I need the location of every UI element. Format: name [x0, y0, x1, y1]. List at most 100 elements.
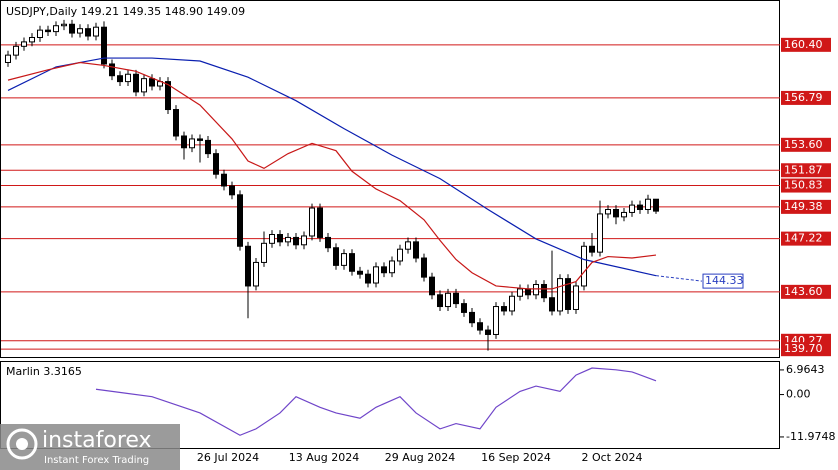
- indicator-line: [95, 367, 657, 436]
- indicator-tick-label: 6.9643: [786, 363, 825, 376]
- candle-body: [237, 194, 243, 247]
- candle-body: [645, 198, 651, 211]
- candle-body: [525, 288, 531, 296]
- candle-body: [309, 207, 315, 237]
- candle-body: [605, 209, 611, 215]
- logo-icon: [6, 428, 38, 460]
- candle-body: [437, 294, 443, 308]
- forecast-line: [655, 275, 703, 282]
- candle-body: [69, 23, 75, 34]
- candle-body: [221, 173, 227, 187]
- candle-body: [421, 257, 427, 278]
- indicator-tick-label: 0.00: [786, 388, 811, 401]
- level-label-bg: [781, 90, 831, 105]
- candle-body: [509, 295, 515, 312]
- x-tick-label: 16 Sep 2024: [481, 451, 551, 464]
- brand-name: instaforex: [42, 428, 152, 453]
- brand-logo: instaforex Instant Forex Trading: [0, 424, 180, 470]
- level-label: 153.60: [784, 138, 823, 151]
- forecast-label-bg: [702, 273, 744, 289]
- candle-body: [357, 270, 363, 275]
- candle-body: [229, 185, 235, 196]
- candle-body: [301, 235, 307, 246]
- candle-body: [413, 241, 419, 259]
- candle-body: [549, 297, 555, 312]
- x-tick-label: 26 Jul 2024: [197, 451, 259, 464]
- level-label: 139.70: [784, 342, 823, 355]
- candle-body: [469, 311, 475, 324]
- candle-body: [85, 28, 91, 37]
- candle-body: [373, 266, 379, 284]
- candle-body: [189, 138, 195, 149]
- moving-average: [7, 57, 657, 277]
- level-label-bg: [781, 231, 831, 246]
- candle-body: [389, 260, 395, 274]
- forecast-label: 144.33: [705, 274, 744, 287]
- candle-body: [53, 25, 59, 33]
- level-label-bg: [781, 199, 831, 214]
- brand-tagline: Instant Forex Trading: [44, 455, 149, 466]
- candle-body: [637, 204, 643, 211]
- candle-body: [405, 241, 411, 250]
- level-label-bg: [781, 163, 831, 178]
- x-tick-label: 29 Aug 2024: [385, 451, 455, 464]
- level-label: 160.40: [784, 38, 823, 51]
- candle-body: [453, 292, 459, 305]
- level-label: 156.79: [784, 91, 823, 104]
- indicator-tick-label: -11.9748: [786, 430, 835, 443]
- candle-body: [461, 303, 467, 313]
- indicator-title: Marlin 3.3165: [6, 365, 82, 378]
- candle-body: [565, 278, 571, 310]
- candle-body: [93, 26, 99, 37]
- logo-icon-core: [16, 438, 28, 450]
- candle-body: [501, 306, 507, 312]
- candle-body: [181, 135, 187, 149]
- candle-body: [197, 138, 203, 141]
- level-label-bg: [781, 178, 831, 193]
- candle-body: [653, 198, 659, 212]
- level-label: 150.83: [784, 179, 823, 192]
- candle-body: [349, 253, 355, 272]
- candle-body: [589, 245, 595, 253]
- candle-body: [517, 288, 523, 297]
- candle-body: [333, 247, 339, 266]
- level-label: 151.87: [784, 163, 823, 176]
- candle-body: [173, 109, 179, 137]
- level-label: 147.22: [784, 232, 823, 245]
- candle-body: [445, 292, 451, 308]
- candle-body: [613, 209, 619, 218]
- candle-body: [429, 276, 435, 296]
- candle-body: [141, 78, 147, 93]
- candle-body: [397, 248, 403, 262]
- level-label-bg: [781, 37, 831, 52]
- x-tick-label: 2 Oct 2024: [581, 451, 642, 464]
- candle-body: [325, 236, 331, 249]
- candle-body: [621, 211, 627, 218]
- candle-body: [477, 322, 483, 331]
- candle-body: [285, 236, 291, 243]
- candle-body: [253, 261, 259, 287]
- candle-body: [37, 29, 43, 38]
- candle-body: [573, 285, 579, 310]
- candle-body: [117, 75, 123, 83]
- candle-body: [149, 78, 155, 87]
- candle-body: [13, 45, 19, 56]
- candle-body: [269, 234, 275, 244]
- level-label: 143.60: [784, 285, 823, 298]
- candle-body: [317, 207, 323, 238]
- candle-body: [61, 23, 67, 27]
- x-tick-label: 13 Aug 2024: [289, 451, 359, 464]
- candle-body: [29, 36, 35, 43]
- candle-body: [581, 245, 587, 287]
- candle-body: [109, 63, 115, 77]
- candle-body: [205, 139, 211, 155]
- level-label: 149.38: [784, 200, 823, 213]
- candle-body: [541, 283, 547, 299]
- candle-body: [365, 273, 371, 284]
- candle-body: [629, 204, 635, 213]
- candle-body: [133, 73, 139, 93]
- candle-body: [213, 153, 219, 175]
- candle-body: [597, 213, 603, 253]
- level-label-bg: [781, 284, 831, 299]
